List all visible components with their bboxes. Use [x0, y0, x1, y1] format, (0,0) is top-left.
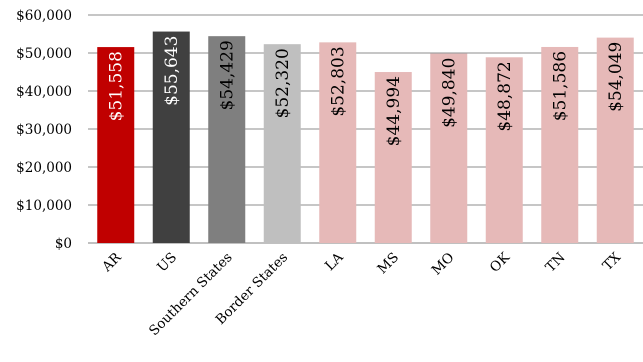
- data-label: $55,643: [162, 36, 182, 106]
- x-tick-label: TN: [543, 249, 569, 275]
- x-tick-label: MO: [429, 250, 458, 279]
- x-tick-label: US: [154, 250, 180, 276]
- x-tick-label: OK: [487, 249, 514, 276]
- y-tick-label: $0: [55, 236, 72, 252]
- bar: [374, 72, 412, 243]
- data-label: $52,803: [329, 46, 349, 116]
- data-label: $51,586: [551, 51, 571, 121]
- y-tick-label: $40,000: [16, 84, 72, 100]
- bar: [208, 36, 246, 243]
- bar: [596, 37, 634, 243]
- x-tick-label: LA: [322, 249, 347, 274]
- bar: [485, 57, 523, 243]
- x-tick-label: MS: [374, 250, 402, 278]
- bar: [430, 53, 468, 243]
- bar: [541, 46, 579, 243]
- y-tick-label: $10,000: [16, 198, 72, 214]
- data-label: $44,994: [384, 76, 404, 146]
- bar: [263, 44, 301, 244]
- data-label: $54,049: [606, 42, 626, 112]
- y-tick-label: $50,000: [16, 46, 72, 62]
- bars: $51,558 $55,643 $54,429 $52,320 $52,803 $44,9…: [97, 31, 634, 244]
- bar: [319, 42, 357, 243]
- y-tick-label: $60,000: [16, 8, 72, 24]
- data-label: $48,872: [495, 61, 515, 131]
- y-axis: $0 $10,000 $20,000 $30,000 $40,000 $50,000 $60…: [16, 8, 72, 252]
- x-tick-label: TX: [600, 249, 625, 274]
- data-label: $54,429: [218, 40, 238, 110]
- x-tick-label: AR: [98, 249, 125, 276]
- y-tick-label: $20,000: [16, 160, 72, 176]
- data-label: $49,840: [440, 58, 460, 128]
- y-tick-label: $30,000: [16, 122, 72, 138]
- bar: [97, 47, 135, 243]
- data-label: $52,320: [273, 48, 293, 118]
- bar: [152, 31, 190, 244]
- data-label: $51,558: [107, 51, 127, 121]
